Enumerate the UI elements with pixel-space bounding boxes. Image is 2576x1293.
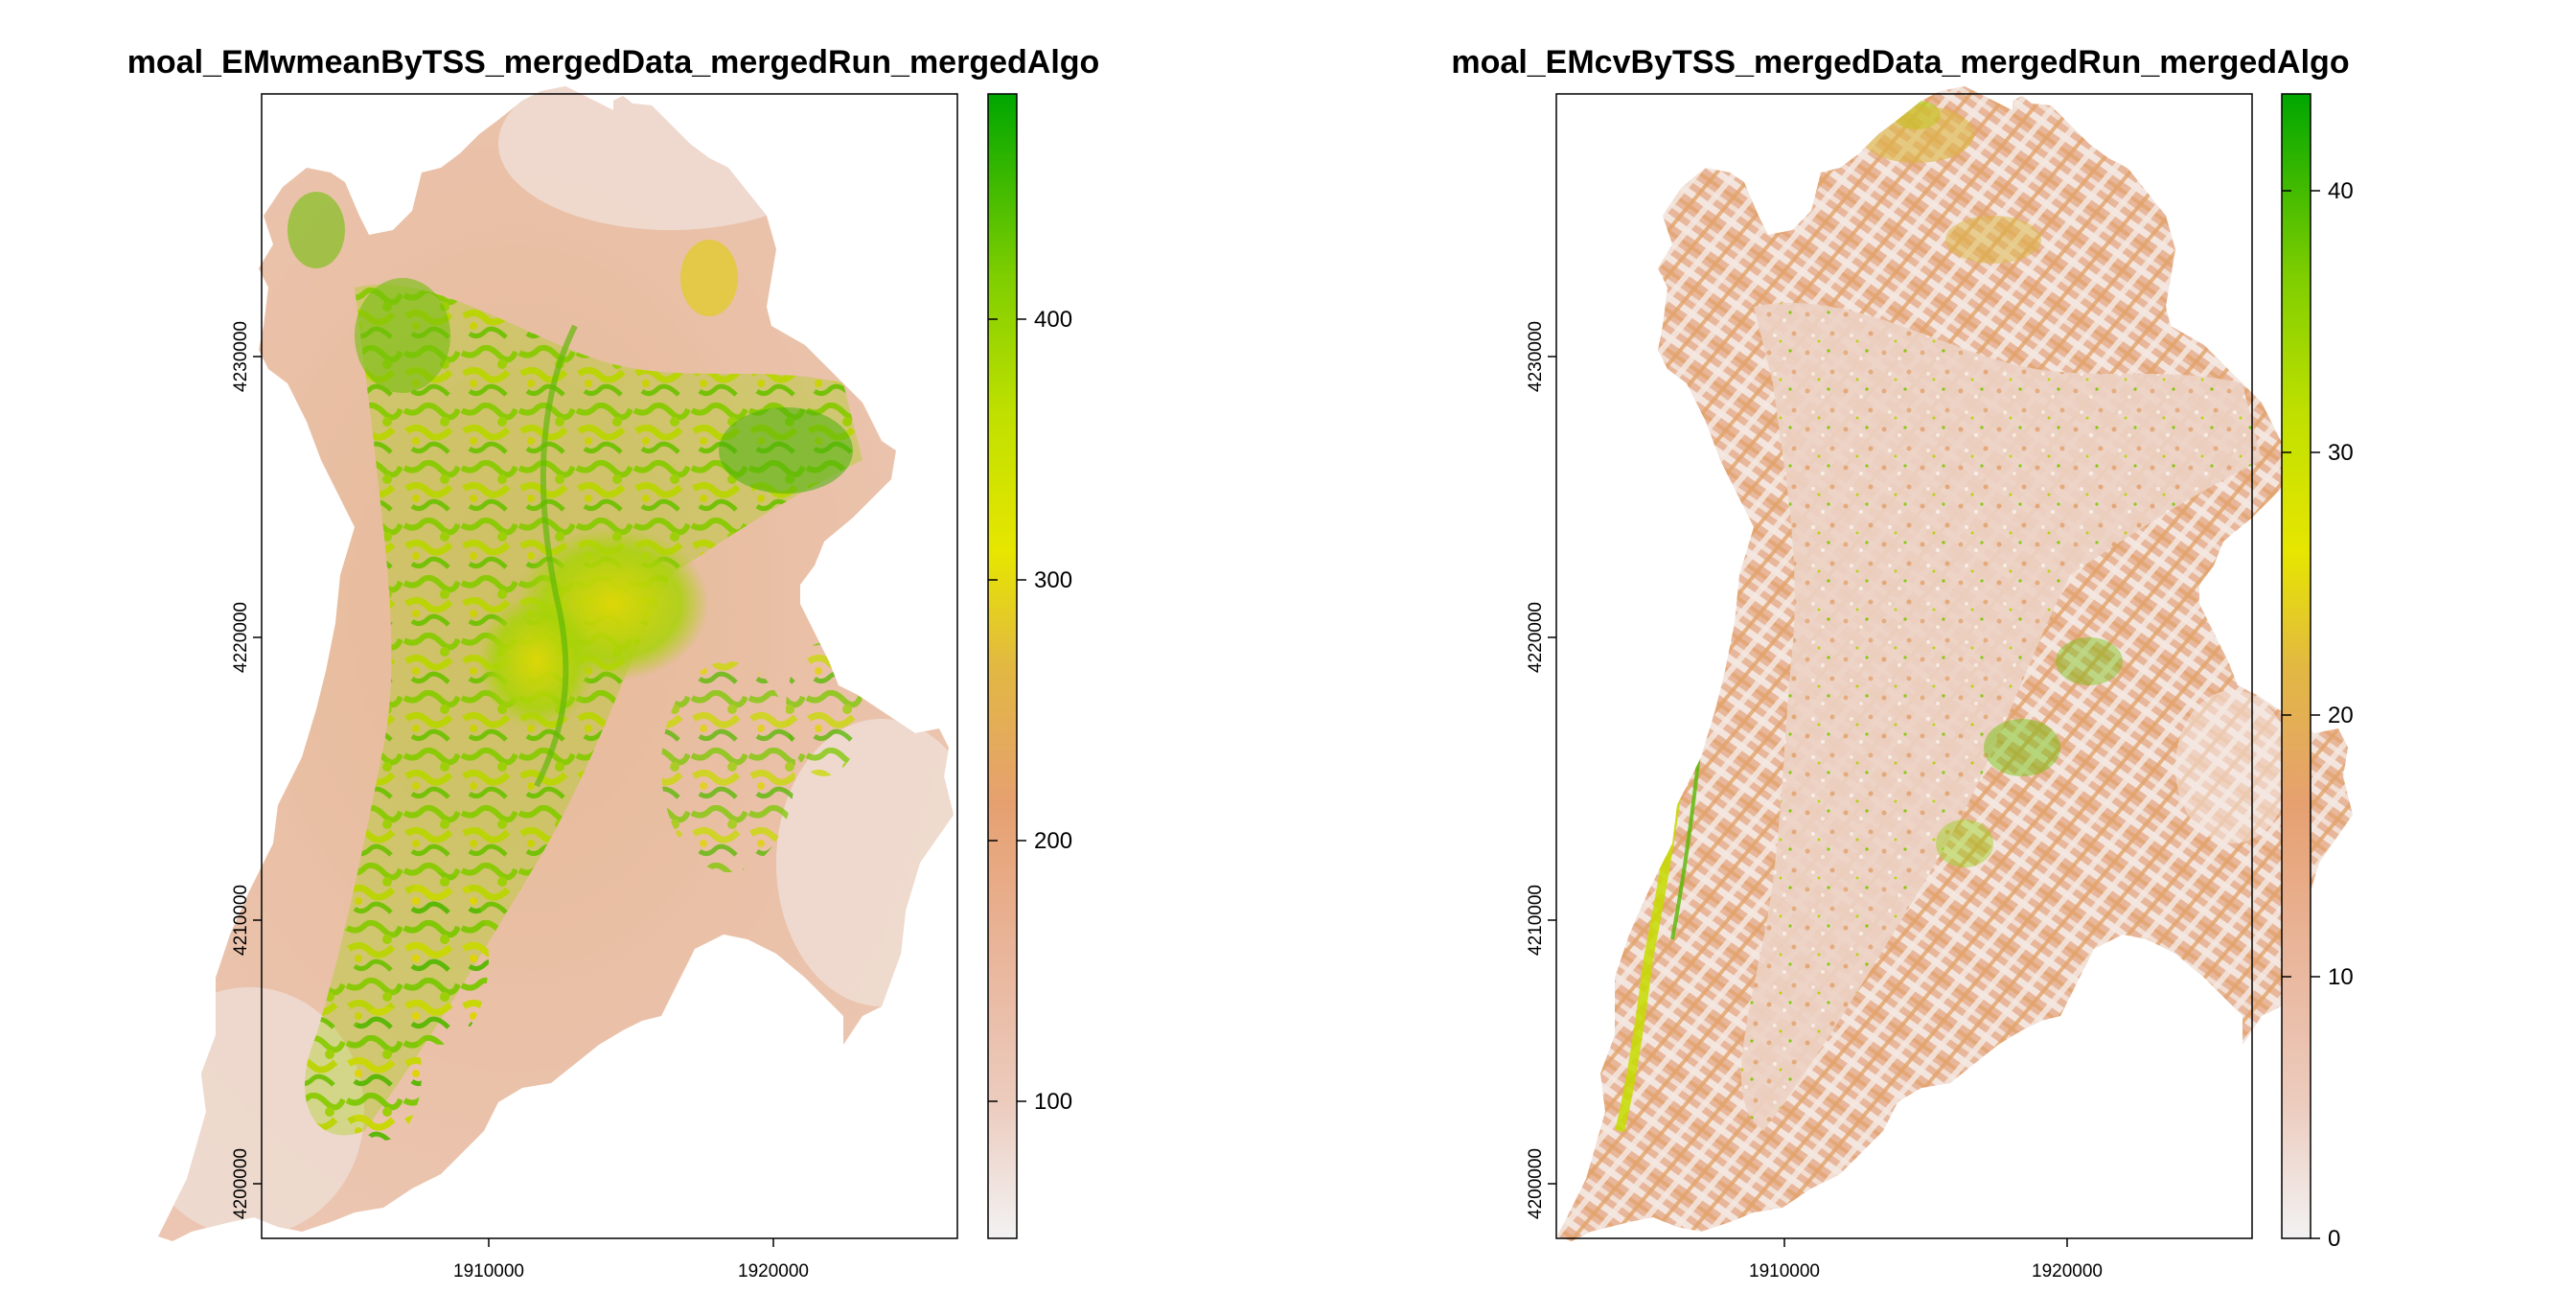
plot-frame — [261, 93, 958, 1239]
legend-tick-label: 40 — [2328, 178, 2354, 204]
y-tick-label: 4220000 — [231, 602, 251, 673]
legend-tick-label: 300 — [1034, 567, 1072, 593]
y-tick-label: 4210000 — [231, 885, 251, 956]
y-tick-label: 4220000 — [1526, 602, 1546, 673]
legend-tick-label: 20 — [2328, 703, 2354, 728]
y-axis: 4200000 4210000 4220000 4230000 — [231, 321, 262, 1219]
map-panel-cv: moal_EMcvByTSS_mergedData_mergedRun_merg… — [1451, 44, 2354, 1281]
x-tick-label: 1920000 — [738, 1261, 809, 1281]
map-panel-wmean: moal_EMwmeanByTSS_mergedData_mergedRun_m… — [127, 44, 1100, 1281]
raster-map — [1557, 86, 2353, 1241]
x-axis: 1910000 1920000 — [453, 1238, 809, 1281]
y-tick-label: 4230000 — [231, 321, 251, 392]
y-axis: 4200000 4210000 4220000 4230000 — [1526, 321, 1556, 1219]
legend-tick-label: 0 — [2328, 1226, 2340, 1252]
x-tick-label: 1920000 — [2032, 1261, 2103, 1281]
legend-tick-label: 200 — [1034, 828, 1072, 854]
y-tick-label: 4210000 — [1526, 885, 1546, 956]
legend-tick-label: 400 — [1034, 307, 1072, 333]
map-title: moal_EMcvByTSS_mergedData_mergedRun_merg… — [1451, 44, 2349, 81]
legend-colorbar — [987, 93, 1018, 1239]
map-title: moal_EMwmeanByTSS_mergedData_mergedRun_m… — [127, 44, 1100, 81]
y-tick-label: 4200000 — [231, 1148, 251, 1219]
x-tick-label: 1910000 — [1749, 1261, 1820, 1281]
color-legend: 0 10 20 30 40 — [2281, 93, 2354, 1252]
legend-colorbar — [2281, 93, 2312, 1239]
plot-frame — [1555, 93, 2253, 1239]
legend-tick-label: 100 — [1034, 1089, 1072, 1115]
legend-tick-label: 10 — [2328, 964, 2354, 990]
color-legend: 100 200 300 400 — [987, 93, 1072, 1239]
x-axis: 1910000 1920000 — [1749, 1238, 2103, 1281]
y-tick-label: 4230000 — [1526, 321, 1546, 392]
x-tick-label: 1910000 — [453, 1261, 524, 1281]
y-tick-label: 4200000 — [1526, 1148, 1546, 1219]
legend-tick-label: 30 — [2328, 440, 2354, 466]
